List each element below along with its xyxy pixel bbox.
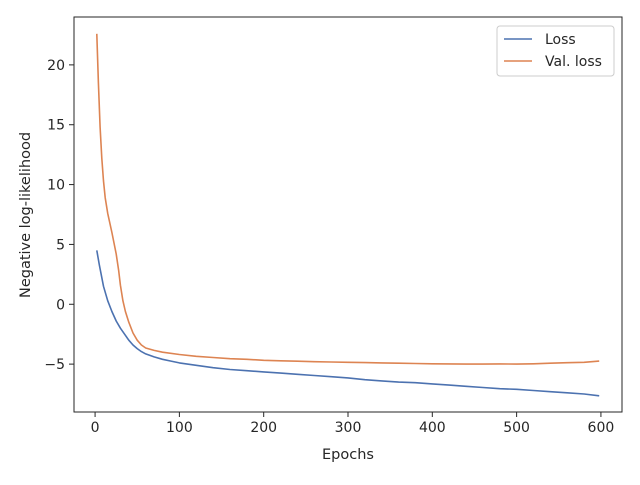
x-tick-label: 100	[166, 420, 193, 436]
x-tick-label: 600	[588, 420, 615, 436]
ticks-layer: 0 100 200 300 400 500 600 −5 0 5 10 15 20	[44, 58, 614, 436]
y-tick-label: 10	[47, 178, 65, 194]
x-tick-label: 0	[91, 420, 100, 436]
series-line-loss	[96, 250, 600, 397]
series-line-val-loss	[96, 33, 600, 365]
series-layer	[96, 33, 600, 397]
y-tick-label: −5	[44, 357, 65, 373]
legend-label: Loss	[545, 32, 576, 48]
x-axis-title: Epochs	[322, 447, 374, 463]
y-tick-label: 5	[56, 237, 65, 253]
x-tick-label: 400	[419, 420, 446, 436]
x-tick-label: 500	[503, 420, 530, 436]
y-tick-label: 0	[56, 297, 65, 313]
legend-label: Val. loss	[545, 54, 602, 70]
y-axis-title: Negative log-likelihood	[18, 132, 34, 298]
x-tick-label: 300	[335, 420, 362, 436]
legend: Loss Val. loss	[496, 25, 615, 77]
y-tick-label: 20	[47, 58, 65, 74]
x-tick-label: 200	[250, 420, 277, 436]
y-tick-label: 15	[47, 118, 65, 134]
